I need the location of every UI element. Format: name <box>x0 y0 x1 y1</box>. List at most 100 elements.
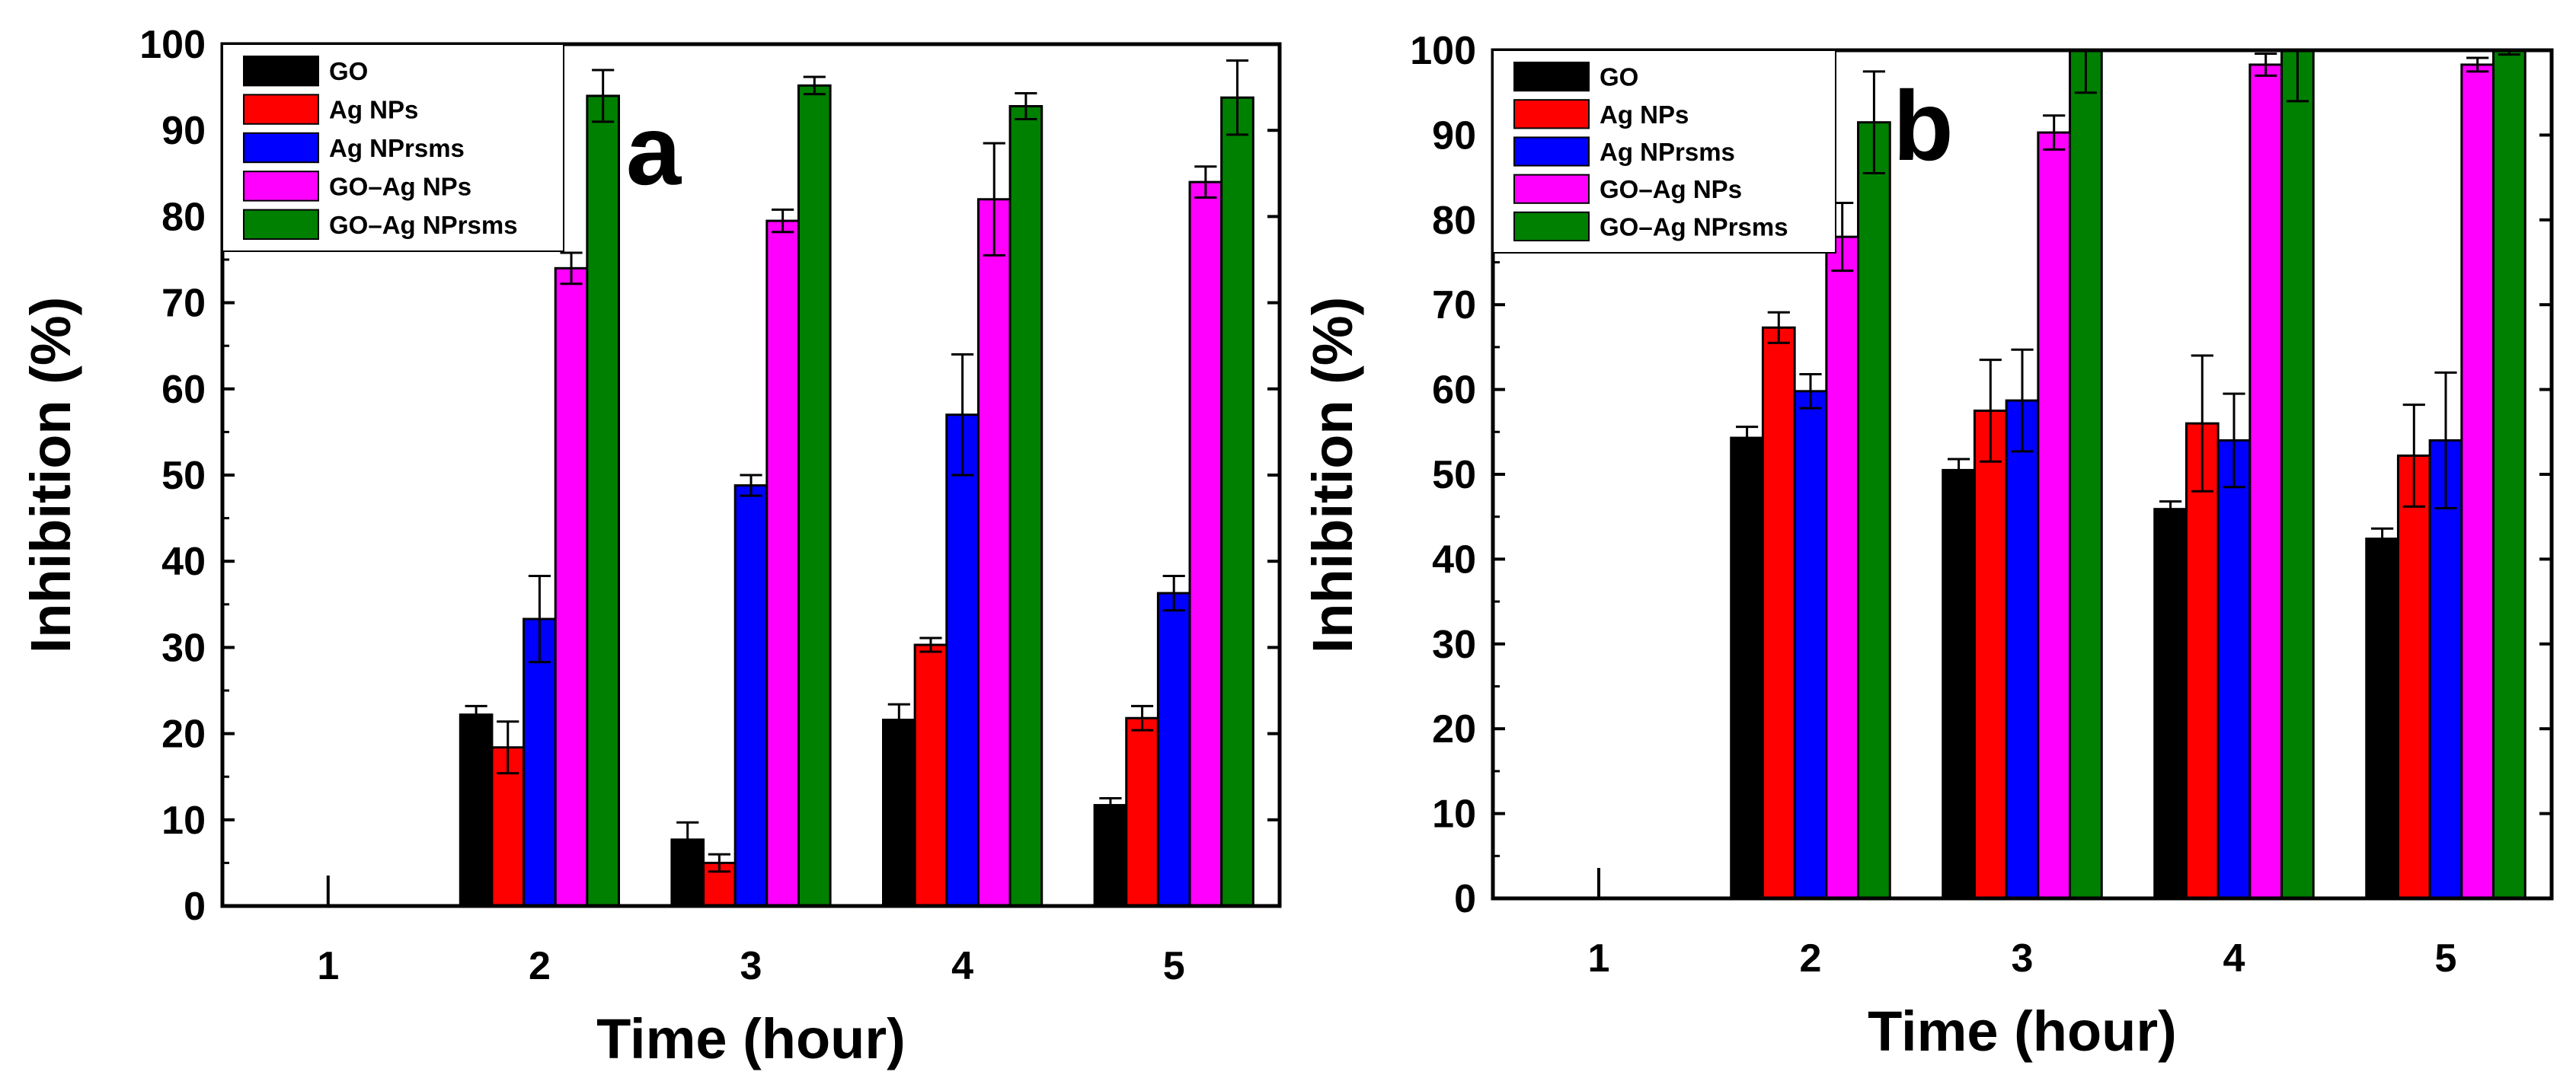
bar-go-ag-nprsms-t4 <box>2280 50 2315 898</box>
legend-label: GO–Ag NPs <box>1600 175 1742 203</box>
x-tick-label: 1 <box>1588 936 1610 981</box>
bar-go-ag-nps-t5 <box>1188 180 1223 906</box>
bar-go-ag-nps-t4 <box>976 198 1012 906</box>
x-axis-title: Time (hour) <box>1868 1000 2177 1063</box>
y-tick-label: 60 <box>161 368 206 412</box>
bars-group <box>1730 50 2526 898</box>
y-tick-label: 80 <box>1432 199 1476 243</box>
bar-go-t3 <box>1942 468 1976 898</box>
legend-label: Ag NPrsms <box>329 134 465 162</box>
x-tick-label: 1 <box>317 944 339 988</box>
bar-go-ag-nprsms-t3 <box>2069 50 2103 898</box>
bar-ag-nprsms-t3 <box>733 484 769 906</box>
legend-label: GO–Ag NPrsms <box>329 211 518 239</box>
y-tick-label: 50 <box>161 454 206 498</box>
bar-go-t5 <box>2365 538 2399 898</box>
bar-go-t4 <box>2153 508 2188 898</box>
y-axis-title: Inhibition (%) <box>1301 297 1364 654</box>
bar-ag-nprsms-t3 <box>2005 399 2040 898</box>
x-tick-label: 4 <box>2223 936 2245 981</box>
bar-go-ag-nprsms-t2 <box>1857 121 1891 898</box>
x-tick-label: 2 <box>1800 936 1822 981</box>
bar-go-ag-nps-t3 <box>765 219 800 906</box>
bar-ag-nprsms-t5 <box>1156 592 1191 906</box>
y-axis-title: Inhibition (%) <box>19 297 82 654</box>
y-tick-label: 30 <box>161 626 206 670</box>
x-tick-label: 5 <box>1163 944 1185 988</box>
y-tick-label: 0 <box>184 885 206 929</box>
y-tick-label: 70 <box>161 282 206 326</box>
y-tick-label: 20 <box>1432 707 1476 751</box>
legend-swatch <box>1513 174 1590 204</box>
bar-go-ag-nprsms-t5 <box>1220 96 1254 906</box>
bar-go-ag-nps-t2 <box>1825 235 1860 898</box>
y-tick-label: 90 <box>1432 113 1476 158</box>
legend-swatch <box>243 171 319 202</box>
x-tick-label: 4 <box>951 944 973 988</box>
y-tick-label: 100 <box>139 23 206 67</box>
bar-go-t2 <box>459 713 494 906</box>
bar-go-t2 <box>1730 436 1764 898</box>
y-tick-label: 70 <box>1432 283 1476 327</box>
bar-go-ag-nprsms-t3 <box>797 84 832 906</box>
bar-ag-nps-t2 <box>1761 326 1796 898</box>
bar-go-ag-nps-t4 <box>2248 63 2284 898</box>
bars-group <box>459 59 1254 906</box>
legend-label: GO <box>1600 63 1638 91</box>
y-tick-label: 90 <box>161 109 206 153</box>
legend: GO Ag NPs Ag NPrsms GO–Ag NPs GO–Ag NPrsms <box>222 43 564 252</box>
legend-swatch <box>1513 211 1590 241</box>
legend-label: GO <box>329 57 368 85</box>
legend-label: Ag NPs <box>1600 100 1689 129</box>
bar-go-ag-nps-t2 <box>554 266 589 906</box>
y-tick-label: 100 <box>1410 29 1476 73</box>
legend-label: GO–Ag NPrsms <box>1600 212 1788 241</box>
bar-go-ag-nprsms-t4 <box>1008 105 1044 906</box>
bar-go-ag-nps-t3 <box>2037 131 2072 898</box>
bar-go-ag-nprsms-t2 <box>586 94 620 906</box>
chart-panel-a: 0 10 20 30 40 50 60 70 80 90 100 1 2 3 4 5 Time (hour) In… <box>19 23 1282 1070</box>
bar-ag-nprsms-t4 <box>2216 439 2252 898</box>
bar-ag-nprsms-t2 <box>1793 390 1828 898</box>
y-tick-label: 80 <box>161 195 206 239</box>
x-axis-title: Time (hour) <box>596 1007 906 1070</box>
bar-ag-nps-t3 <box>1973 409 2008 898</box>
bar-ag-nprsms-t2 <box>523 617 557 906</box>
y-tick-label: 40 <box>161 540 206 584</box>
y-tick-label: 0 <box>1454 877 1476 921</box>
y-tick-label: 50 <box>1432 453 1476 497</box>
bar-go-t5 <box>1093 804 1128 906</box>
panel-label: a <box>626 94 682 206</box>
legend-swatch <box>243 94 319 125</box>
bar-ag-nprsms-t4 <box>945 413 980 906</box>
y-tick-label: 10 <box>161 799 206 843</box>
y-tick-label: 20 <box>161 713 206 757</box>
legend-swatch <box>243 56 319 87</box>
bar-ag-nps-t5 <box>1125 716 1159 906</box>
y-tick-label: 60 <box>1432 368 1476 413</box>
bar-ag-nps-t5 <box>2396 454 2431 898</box>
x-tick-label: 3 <box>2012 936 2034 981</box>
legend-swatch <box>1513 136 1590 167</box>
chart-panel-b: 0 10 20 30 40 50 60 70 80 90 100 1 2 3 4 5 Time (hour) In… <box>1301 29 2554 1063</box>
bar-go-t4 <box>882 718 916 906</box>
legend-label: GO–Ag NPs <box>329 172 471 200</box>
x-tick-label: 5 <box>2435 936 2457 981</box>
legend-swatch <box>243 209 319 241</box>
y-tick-label: 40 <box>1432 538 1476 582</box>
legend-swatch <box>1513 62 1590 92</box>
panel-label: b <box>1893 70 1953 181</box>
legend-label: Ag NPs <box>329 96 418 124</box>
x-tick-label: 3 <box>740 944 762 988</box>
legend-label: Ag NPrsms <box>1600 138 1735 166</box>
bar-ag-nps-t4 <box>2184 422 2220 898</box>
legend-swatch <box>243 132 319 164</box>
y-tick-label: 30 <box>1432 623 1476 667</box>
bar-go-ag-nprsms-t5 <box>2492 50 2526 898</box>
bar-go-ag-nps-t5 <box>2460 63 2495 898</box>
legend-swatch <box>1513 99 1590 129</box>
y-tick-label: 10 <box>1432 793 1476 837</box>
bar-ag-nps-t4 <box>913 643 948 906</box>
x-tick-label: 2 <box>529 944 551 988</box>
